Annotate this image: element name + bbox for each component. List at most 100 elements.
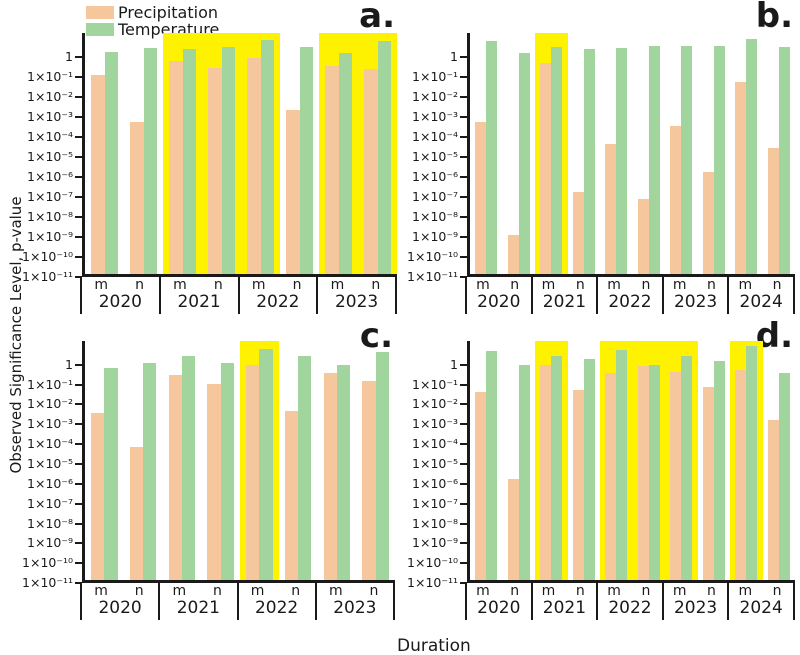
panel-label-c: c. <box>359 316 393 356</box>
y-tick-label: 1×10⁻⁵ <box>412 149 458 164</box>
x-axis-groups: m n 2020 m n 2021 m n 2022 m n 2023 <box>80 583 395 620</box>
y-tick-label: 1×10⁻⁵ <box>27 455 73 471</box>
x-axis-groups: m n 2020 m n 2021 m n 2022 m n 2023 <box>80 277 397 314</box>
year-group: m n 2021 <box>530 277 597 314</box>
bar-precipitation <box>767 147 779 274</box>
bar-temperature <box>746 346 758 580</box>
y-tick-label: 1×10⁻⁴ <box>27 436 73 452</box>
bar-precipitation <box>637 199 649 274</box>
bar-temperature <box>375 351 389 580</box>
y-tick-label: 1×10⁻¹¹ <box>22 269 73 284</box>
duration-label: n <box>772 277 782 293</box>
duration-label: n <box>707 277 716 293</box>
y-tick-label: 1×10⁻¹ <box>27 69 73 84</box>
duration-label: m <box>607 583 621 599</box>
duration-label: n <box>641 277 651 293</box>
y-tick-label: 1×10⁻⁸ <box>27 515 73 531</box>
y-tick-mark <box>460 76 467 78</box>
category-slot <box>665 33 698 274</box>
year-label: 2020 <box>477 292 521 312</box>
year-group: m n 2024 <box>727 277 795 314</box>
y-tick-mark <box>460 582 467 584</box>
category-slot <box>319 33 358 274</box>
y-tick-mark <box>75 403 82 406</box>
y-tick-label: 1×10⁻¹ <box>412 69 458 84</box>
y-tick-mark <box>75 482 82 485</box>
year-label: 2021 <box>177 292 221 312</box>
y-tick-label: 1×10⁻¹¹ <box>407 575 458 590</box>
plot-area <box>467 33 795 277</box>
year-group: m n 2020 <box>465 583 531 620</box>
bar-temperature <box>616 350 628 580</box>
y-tick-mark <box>460 276 467 278</box>
year-label: 2020 <box>98 292 142 312</box>
duration-label: m <box>173 277 187 293</box>
bar-precipitation <box>169 61 183 274</box>
category-slot <box>163 341 202 580</box>
year-group: m n 2024 <box>727 583 795 620</box>
category-slot <box>470 341 503 580</box>
y-tick-mark <box>460 196 467 198</box>
y-tick-label: 1×10⁻⁸ <box>412 209 458 224</box>
y-tick-label: 1 <box>450 49 458 64</box>
duration-label: n <box>510 277 520 293</box>
bar-temperature <box>104 367 118 580</box>
y-tick-label: 1×10⁻⁶ <box>412 169 458 184</box>
y-tick-mark <box>460 236 467 238</box>
y-tick-mark <box>75 363 82 366</box>
year-label: 2024 <box>739 292 783 312</box>
bars-layer <box>85 33 397 274</box>
bar-precipitation <box>540 365 552 580</box>
bar-precipitation <box>637 366 649 580</box>
y-tick-mark <box>460 176 467 178</box>
y-tick-mark <box>75 96 82 98</box>
year-group: m n 2020 <box>80 583 158 620</box>
category-slot <box>698 341 731 580</box>
year-label: 2021 <box>176 598 220 618</box>
duration-label: n <box>575 583 585 599</box>
y-tick-mark <box>75 542 82 545</box>
bar-temperature <box>648 364 660 580</box>
y-ticks: 1 1×10⁻¹ 1×10⁻² 1×10⁻³ 1×10⁻⁴ 1×10⁻⁵ 1×10⁻⁶ 1×1… <box>387 33 467 284</box>
bar-precipitation <box>475 391 487 580</box>
duration-label: n <box>135 277 144 293</box>
y-tick-mark <box>75 443 82 446</box>
bar-temperature <box>778 373 790 580</box>
year-group: m n 2023 <box>661 277 728 314</box>
bar-temperature <box>338 52 352 274</box>
panel-d: d. 1 1×10⁻¹ 1×10⁻² 1×10⁻³ 1×10⁻⁴ 1×10⁻⁵ 1×10⁻⁶… <box>407 319 795 620</box>
x-axis-title: Duration <box>397 636 471 655</box>
y-tick-label: 1×10⁻³ <box>412 416 458 432</box>
duration-label: m <box>250 583 265 599</box>
category-slot <box>568 33 601 274</box>
y-tick-mark <box>75 582 82 584</box>
y-tick-mark <box>75 423 82 426</box>
y-tick-label: 1×10⁻⁹ <box>412 229 458 244</box>
y-tick-mark <box>75 522 82 525</box>
y-tick-mark <box>460 363 467 366</box>
bar-precipitation <box>207 384 221 580</box>
category-slot <box>124 33 163 274</box>
y-tick-mark <box>460 423 467 426</box>
bar-precipitation <box>735 370 747 580</box>
duration-label: n <box>291 583 301 599</box>
bar-temperature <box>260 40 274 274</box>
y-tick-label: 1×10⁻⁵ <box>27 149 73 164</box>
category-slot <box>201 341 240 580</box>
bar-temperature <box>181 356 196 580</box>
duration-label: m <box>738 277 753 293</box>
year-label: 2023 <box>334 292 379 312</box>
category-slot <box>633 33 666 274</box>
bar-precipitation <box>325 65 339 274</box>
bar-temperature <box>298 355 312 580</box>
bar-temperature <box>518 365 530 580</box>
